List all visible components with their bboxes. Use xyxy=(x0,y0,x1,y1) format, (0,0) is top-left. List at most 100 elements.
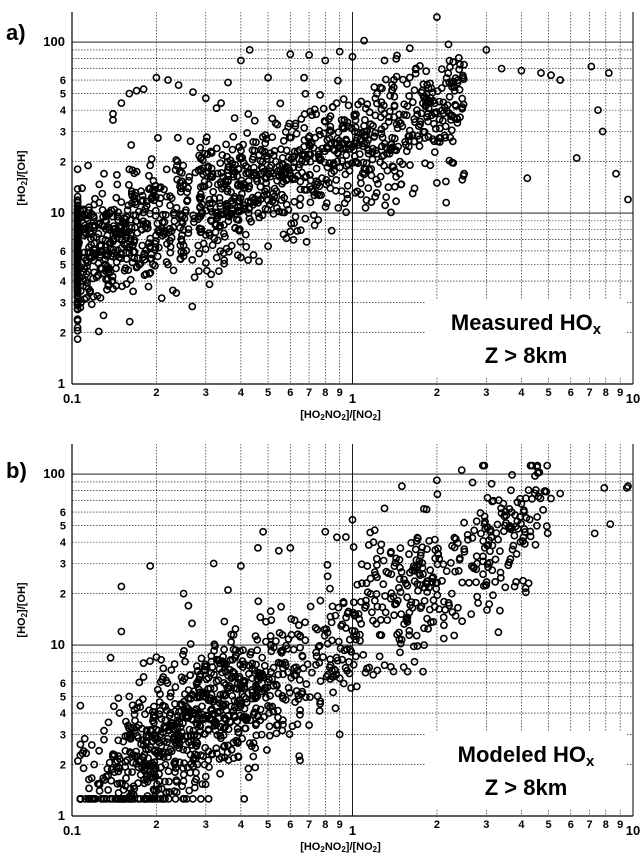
data-point xyxy=(395,575,404,584)
data-point xyxy=(249,171,258,180)
data-point xyxy=(215,656,224,665)
data-point xyxy=(262,693,270,702)
data-point xyxy=(206,204,215,213)
data-point xyxy=(504,561,513,570)
data-point xyxy=(167,721,176,730)
data-point xyxy=(411,118,419,126)
data-point xyxy=(135,678,144,687)
data-point xyxy=(266,668,275,676)
data-point xyxy=(380,56,389,65)
data-point xyxy=(158,210,167,219)
y-tick-label: 2 xyxy=(60,328,66,340)
data-point xyxy=(82,749,91,758)
data-point xyxy=(405,73,414,82)
data-point xyxy=(414,586,422,595)
data-point xyxy=(155,777,164,786)
x-tick-label: 5 xyxy=(545,387,551,399)
data-point xyxy=(199,182,207,191)
data-point xyxy=(78,184,86,193)
data-point xyxy=(463,535,472,544)
data-point xyxy=(390,75,398,84)
data-point xyxy=(186,137,195,146)
data-point xyxy=(196,202,205,211)
data-point xyxy=(362,596,370,605)
data-point xyxy=(169,208,178,217)
data-point xyxy=(236,237,245,246)
data-point xyxy=(547,71,555,80)
data-point xyxy=(169,733,178,742)
data-point xyxy=(211,726,220,735)
data-point xyxy=(251,632,260,640)
data-point xyxy=(76,740,85,749)
data-point xyxy=(151,211,160,220)
data-point xyxy=(344,101,353,110)
data-point xyxy=(409,642,418,651)
data-point xyxy=(381,608,390,617)
data-point xyxy=(269,169,278,178)
data-point xyxy=(198,780,207,788)
data-point xyxy=(541,487,549,495)
data-point xyxy=(351,652,360,661)
data-point xyxy=(376,113,385,122)
data-point xyxy=(501,583,510,592)
data-point xyxy=(400,110,408,119)
data-point xyxy=(364,149,373,158)
data-point xyxy=(400,100,409,109)
data-point xyxy=(331,186,340,195)
data-point xyxy=(410,657,419,666)
data-point xyxy=(111,228,120,237)
data-point xyxy=(254,597,263,606)
data-point xyxy=(156,194,165,203)
data-point xyxy=(349,598,358,607)
data-point xyxy=(373,666,382,675)
data-point xyxy=(364,135,372,144)
data-point xyxy=(282,641,290,650)
data-point xyxy=(397,482,406,491)
data-point xyxy=(200,666,209,675)
data-point xyxy=(420,134,429,142)
x-tick-label: 4 xyxy=(238,387,245,399)
data-point xyxy=(397,635,406,644)
data-point xyxy=(84,284,93,293)
data-point xyxy=(256,613,265,622)
data-point xyxy=(213,708,222,716)
data-point xyxy=(149,718,158,727)
data-point xyxy=(335,47,344,56)
data-point xyxy=(367,608,376,617)
data-point xyxy=(334,203,343,212)
data-point xyxy=(334,128,343,137)
data-point xyxy=(289,158,298,167)
data-point xyxy=(399,75,407,84)
data-point xyxy=(357,579,366,588)
data-point xyxy=(254,191,263,200)
data-point xyxy=(239,646,247,655)
x-tick-label: 4 xyxy=(238,819,245,831)
data-point xyxy=(150,758,159,767)
data-point xyxy=(73,315,82,324)
data-point xyxy=(377,631,386,640)
data-point xyxy=(133,228,142,237)
data-point xyxy=(334,603,343,612)
data-point xyxy=(121,758,130,766)
data-point xyxy=(296,194,305,203)
data-point xyxy=(456,60,464,69)
data-point xyxy=(293,227,302,235)
data-point xyxy=(157,763,165,772)
data-point xyxy=(286,50,295,59)
data-point xyxy=(153,252,162,261)
data-point xyxy=(218,668,226,677)
data-point xyxy=(114,694,123,702)
data-point xyxy=(234,753,243,761)
data-point xyxy=(458,617,466,626)
data-point xyxy=(180,759,189,768)
data-point xyxy=(477,529,485,538)
y-tick-label: 1 xyxy=(58,376,65,391)
y-tick-label: 6 xyxy=(60,678,66,690)
data-point xyxy=(341,533,350,541)
data-point xyxy=(394,117,403,126)
data-point xyxy=(115,253,124,262)
data-point xyxy=(444,69,453,78)
data-point xyxy=(165,236,174,245)
data-point xyxy=(162,676,171,685)
data-point xyxy=(451,535,460,543)
